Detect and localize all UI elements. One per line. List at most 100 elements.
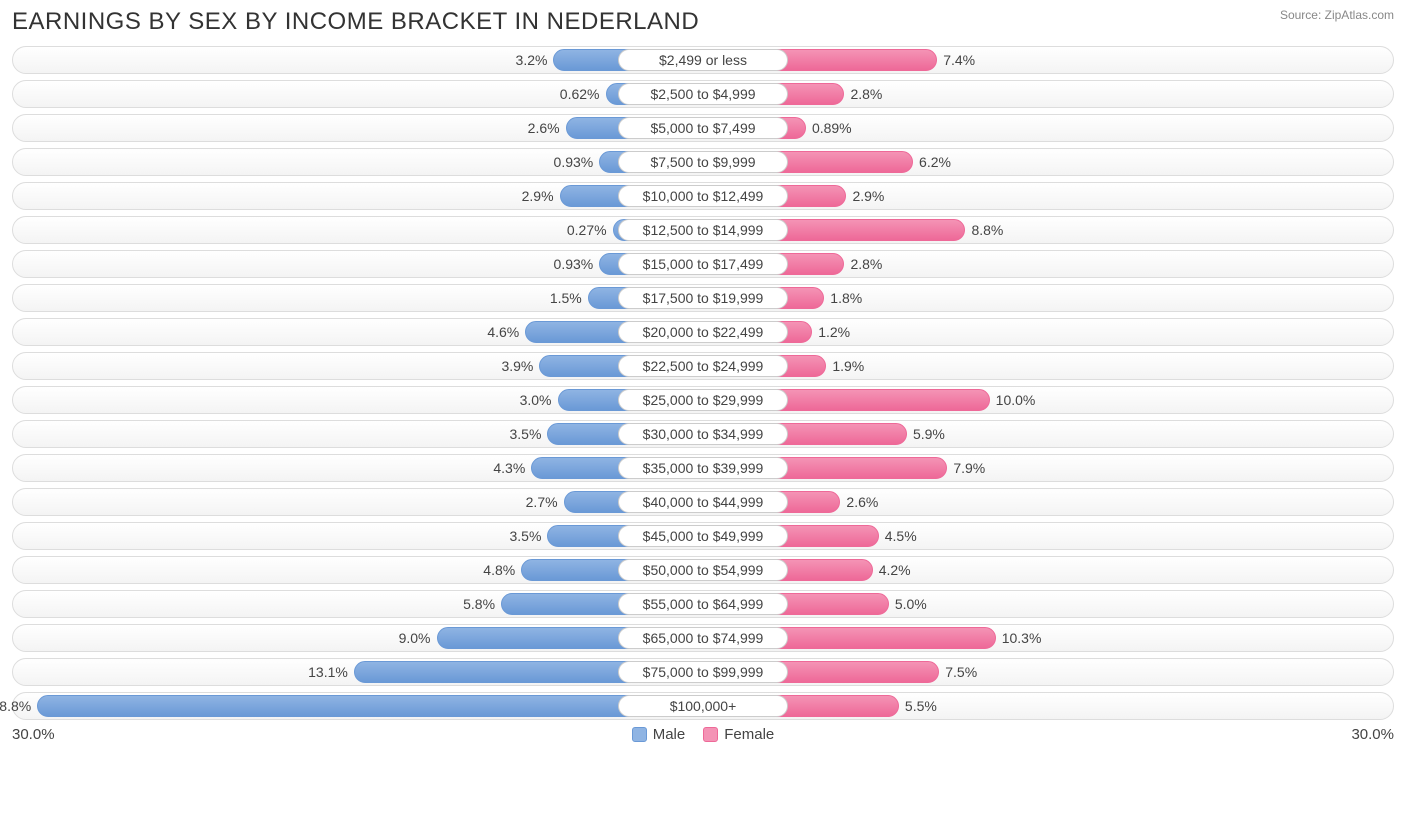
chart-row: 2.7% 2.6% $40,000 to $44,999 (12, 488, 1394, 516)
bracket-label: $7,500 to $9,999 (618, 151, 788, 173)
bracket-label: $65,000 to $74,999 (618, 627, 788, 649)
male-half: 0.27% (13, 217, 703, 243)
male-half: 4.8% (13, 557, 703, 583)
male-value-label: 4.6% (487, 324, 519, 340)
female-value-label: 7.4% (943, 52, 975, 68)
bracket-label: $55,000 to $64,999 (618, 593, 788, 615)
female-value-label: 6.2% (919, 154, 951, 170)
bracket-label: $12,500 to $14,999 (618, 219, 788, 241)
female-half: 7.4% (703, 47, 1393, 73)
female-half: 1.9% (703, 353, 1393, 379)
female-value-label: 5.0% (895, 596, 927, 612)
legend-swatch (703, 727, 718, 742)
legend: Male Female (632, 726, 775, 743)
male-value-label: 9.0% (399, 630, 431, 646)
chart-row: 0.27% 8.8%$12,500 to $14,999 (12, 216, 1394, 244)
chart-row: 4.6% 1.2% $20,000 to $22,499 (12, 318, 1394, 346)
female-half: 5.0% (703, 591, 1393, 617)
female-value-label: 10.3% (1002, 630, 1042, 646)
female-half: 8.8% (703, 217, 1393, 243)
female-value-label: 2.8% (850, 86, 882, 102)
legend-label: Female (724, 726, 774, 743)
male-value-label: 0.27% (567, 222, 607, 238)
legend-item: Female (703, 726, 774, 743)
chart-footer: 30.0% MaleFemale 30.0% (12, 726, 1394, 743)
female-value-label: 2.6% (846, 494, 878, 510)
chart-source: Source: ZipAtlas.com (1280, 8, 1394, 22)
male-value-label: 3.9% (501, 358, 533, 374)
female-value-label: 5.9% (913, 426, 945, 442)
bracket-label: $35,000 to $39,999 (618, 457, 788, 479)
chart-row: 3.0% 10.0% $25,000 to $29,999 (12, 386, 1394, 414)
legend-label: Male (653, 726, 686, 743)
chart-row: 13.1%7.5%$75,000 to $99,999 (12, 658, 1394, 686)
female-value-label: 4.2% (879, 562, 911, 578)
male-half: 4.3% (13, 455, 703, 481)
female-half: 2.8% (703, 251, 1393, 277)
chart-header: EARNINGS BY SEX BY INCOME BRACKET IN NED… (12, 8, 1394, 36)
male-half: 9.0% (13, 625, 703, 651)
legend-swatch (632, 727, 647, 742)
bracket-label: $5,000 to $7,499 (618, 117, 788, 139)
chart-row: 0.62% 2.8% $2,500 to $4,999 (12, 80, 1394, 108)
female-value-label: 0.89% (812, 120, 852, 136)
bracket-label: $15,000 to $17,499 (618, 253, 788, 275)
female-half: 1.8% (703, 285, 1393, 311)
male-value-label: 13.1% (308, 664, 348, 680)
female-half: 2.6% (703, 489, 1393, 515)
chart-row: 0.93% 6.2% $7,500 to $9,999 (12, 148, 1394, 176)
chart-row: 0.93% 2.8% $15,000 to $17,499 (12, 250, 1394, 278)
female-value-label: 2.8% (850, 256, 882, 272)
male-half: 2.7% (13, 489, 703, 515)
chart-title: EARNINGS BY SEX BY INCOME BRACKET IN NED… (12, 8, 699, 36)
female-value-label: 10.0% (996, 392, 1036, 408)
bracket-label: $22,500 to $24,999 (618, 355, 788, 377)
female-half: 4.2% (703, 557, 1393, 583)
bracket-label: $2,500 to $4,999 (618, 83, 788, 105)
chart-row: 28.8%5.5%$100,000+ (12, 692, 1394, 720)
source-name: ZipAtlas.com (1325, 8, 1394, 22)
male-value-label: 2.9% (522, 188, 554, 204)
male-value-label: 0.93% (554, 154, 594, 170)
bracket-label: $50,000 to $54,999 (618, 559, 788, 581)
axis-right-max: 30.0% (1351, 726, 1394, 743)
bracket-label: $30,000 to $34,999 (618, 423, 788, 445)
chart-row: 2.6% 0.89% $5,000 to $7,499 (12, 114, 1394, 142)
male-value-label: 3.5% (510, 528, 542, 544)
female-half: 10.3% (703, 625, 1393, 651)
female-half: 7.5% (703, 659, 1393, 685)
bracket-label: $100,000+ (618, 695, 788, 717)
female-half: 4.5% (703, 523, 1393, 549)
male-half: 0.93% (13, 251, 703, 277)
male-half: 28.8% (13, 693, 703, 719)
male-value-label: 4.8% (483, 562, 515, 578)
bracket-label: $45,000 to $49,999 (618, 525, 788, 547)
female-half: 2.8% (703, 81, 1393, 107)
bracket-label: $40,000 to $44,999 (618, 491, 788, 513)
bracket-label: $20,000 to $22,499 (618, 321, 788, 343)
male-half: 3.9% (13, 353, 703, 379)
legend-item: Male (632, 726, 686, 743)
male-value-label: 2.6% (528, 120, 560, 136)
male-value-label: 3.2% (516, 52, 548, 68)
female-value-label: 1.2% (818, 324, 850, 340)
male-half: 2.9% (13, 183, 703, 209)
bracket-label: $25,000 to $29,999 (618, 389, 788, 411)
female-half: 10.0% (703, 387, 1393, 413)
male-value-label: 0.93% (554, 256, 594, 272)
male-half: 13.1% (13, 659, 703, 685)
female-half: 5.5% (703, 693, 1393, 719)
male-value-label: 5.8% (463, 596, 495, 612)
female-half: 0.89% (703, 115, 1393, 141)
male-half: 3.0% (13, 387, 703, 413)
female-value-label: 1.8% (830, 290, 862, 306)
female-value-label: 7.5% (945, 664, 977, 680)
male-half: 3.2% (13, 47, 703, 73)
bracket-label: $2,499 or less (618, 49, 788, 71)
male-value-label: 0.62% (560, 86, 600, 102)
male-value-label: 2.7% (526, 494, 558, 510)
chart-row: 4.8% 4.2% $50,000 to $54,999 (12, 556, 1394, 584)
chart-row: 3.5%5.9%$30,000 to $34,999 (12, 420, 1394, 448)
bracket-label: $17,500 to $19,999 (618, 287, 788, 309)
chart-row: 3.9% 1.9%$22,500 to $24,999 (12, 352, 1394, 380)
